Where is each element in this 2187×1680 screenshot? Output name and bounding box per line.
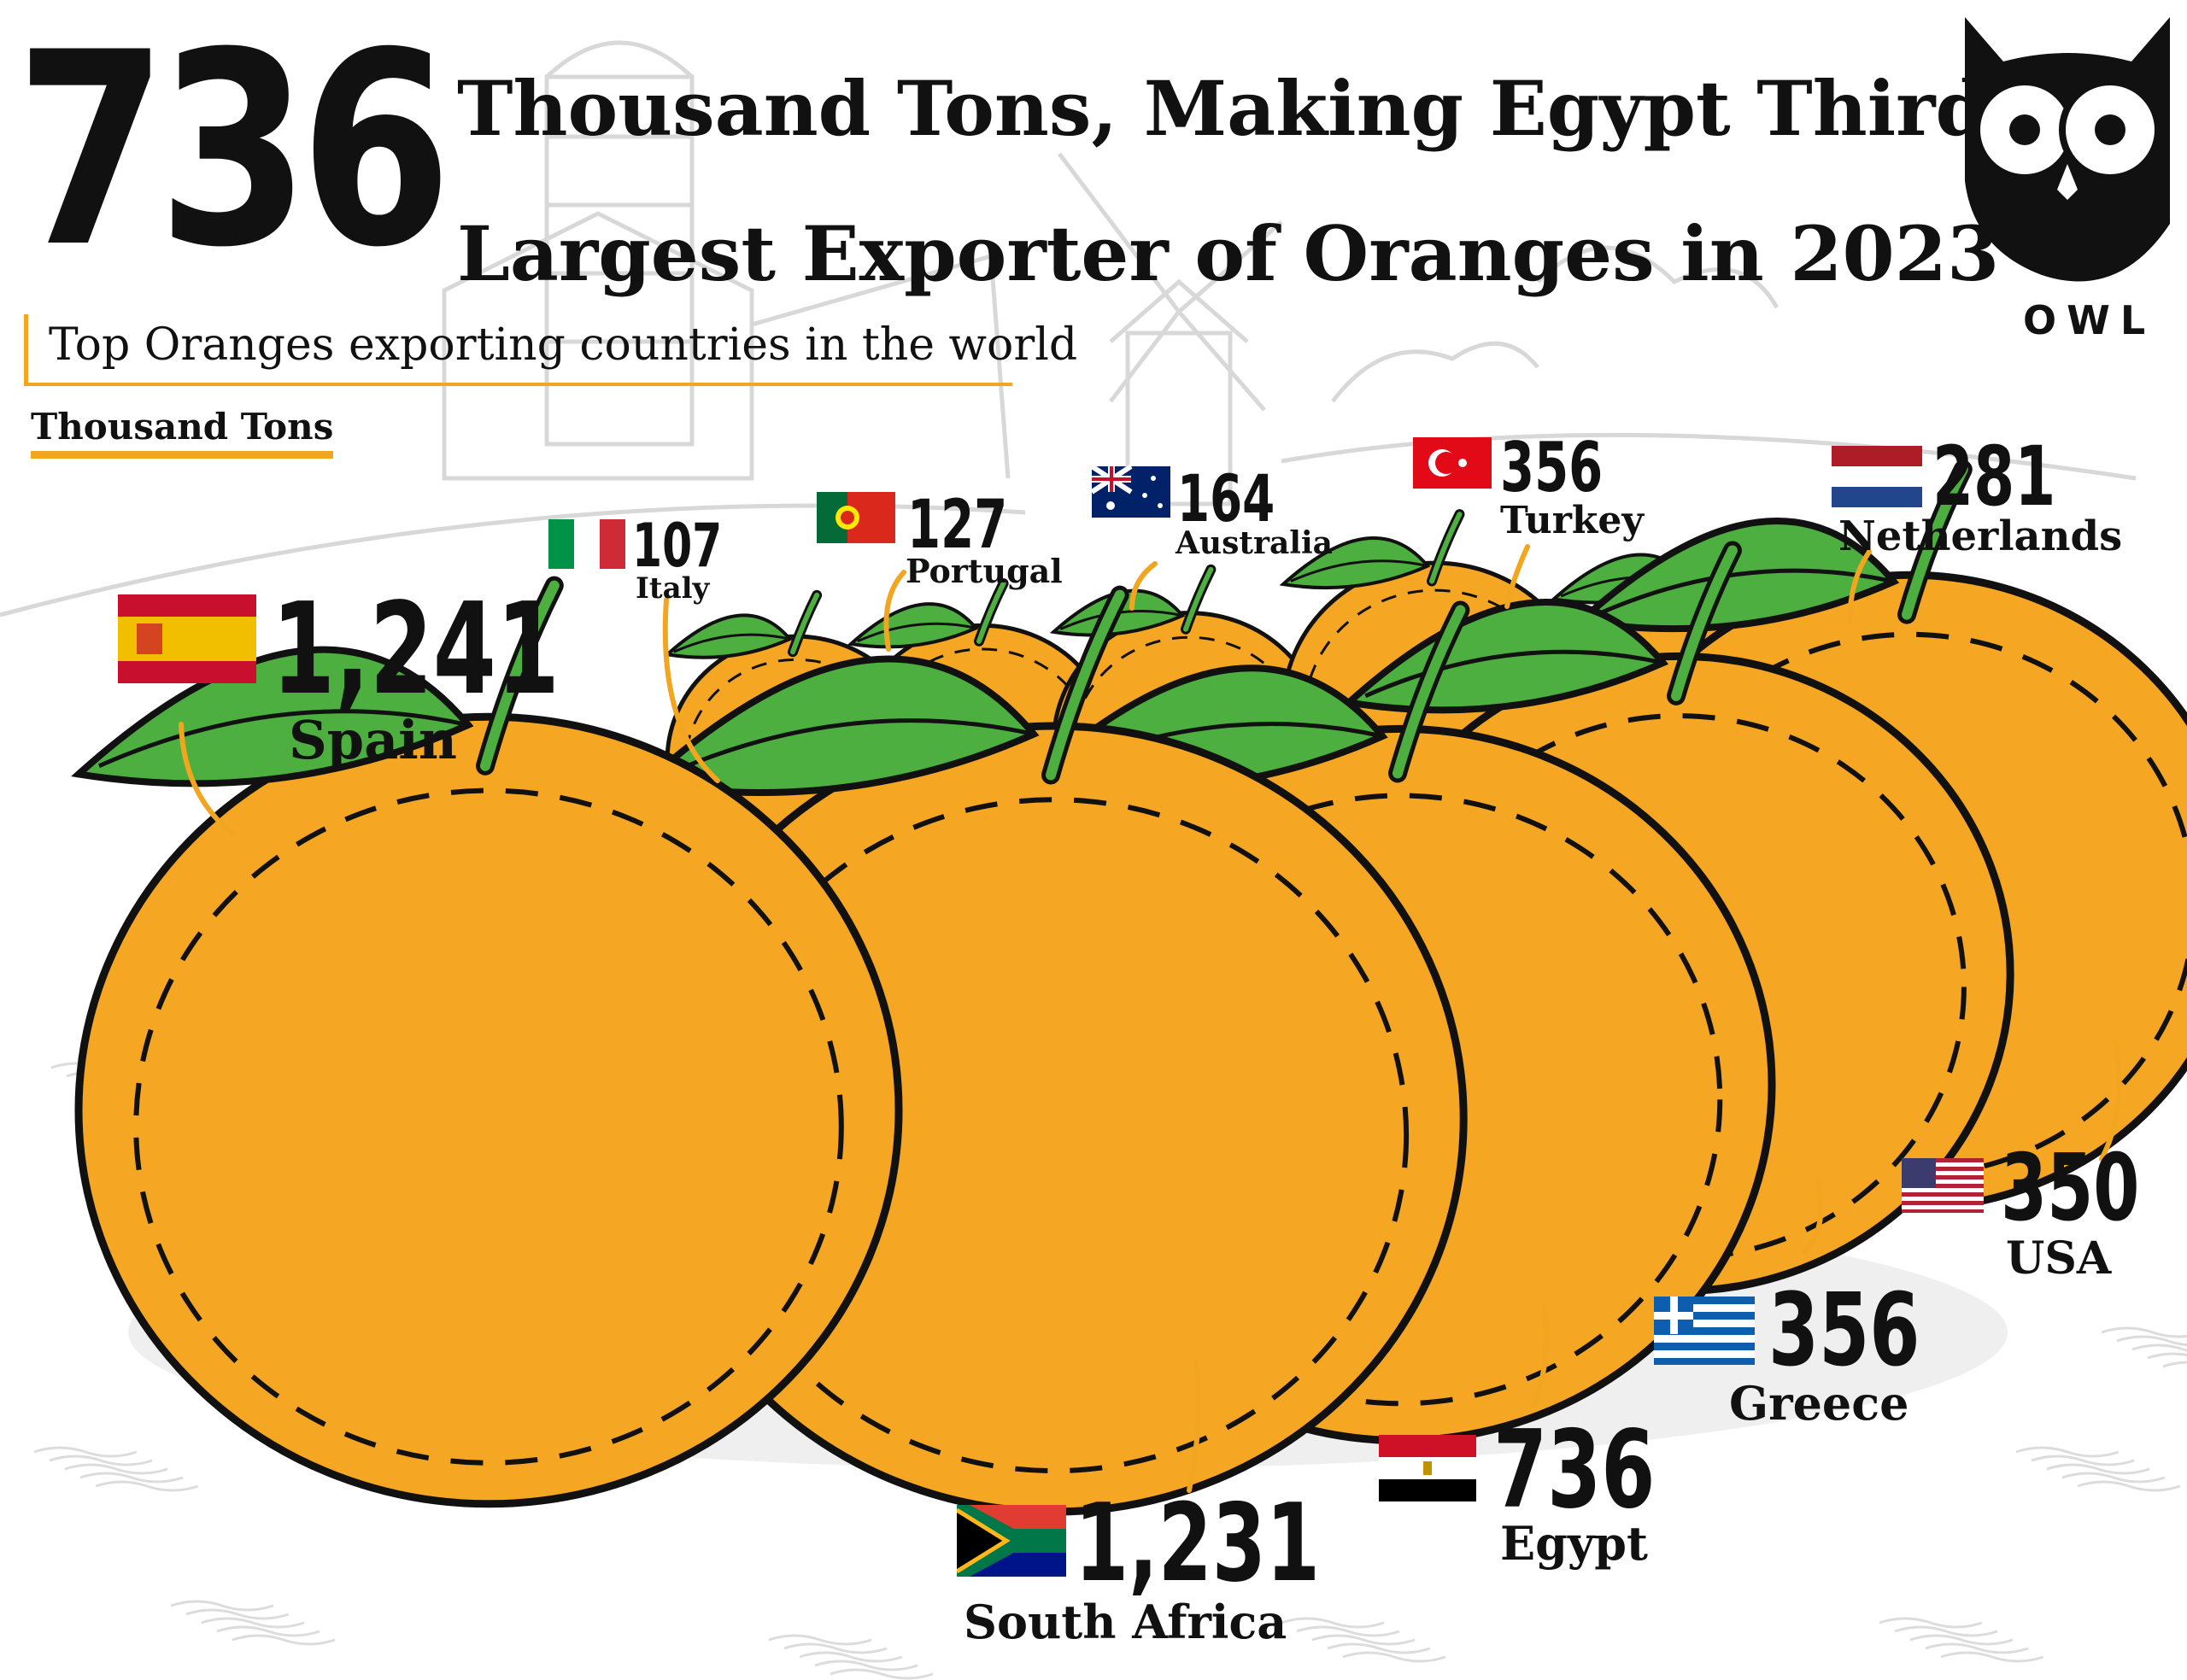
- egypt-name: Egypt: [1500, 1516, 1648, 1571]
- headline-line-1: Thousand Tons, Making Egypt Third: [457, 64, 1989, 153]
- page-title: Thousand Tons, Making Egypt Third Larges…: [457, 36, 2000, 326]
- netherlands-flag: [1832, 446, 1922, 507]
- spain-name: Spain: [289, 709, 457, 771]
- subtitle: Top Oranges exporting countries in the w…: [49, 319, 1078, 371]
- netherlands-name: Netherlands: [1838, 512, 2123, 560]
- usa-value: 350: [2001, 1135, 2140, 1242]
- spain-orange: [71, 576, 903, 1508]
- italy-name: Italy: [636, 571, 710, 606]
- portugal-value: 127: [907, 487, 1008, 564]
- italy-flag: [548, 519, 625, 569]
- spain-flag: [118, 594, 256, 683]
- south-africa-flag: [957, 1505, 1066, 1577]
- usa-flag: [1902, 1158, 1984, 1213]
- australia-value: 164: [1177, 460, 1275, 536]
- greece-name: Greece: [1729, 1376, 1909, 1431]
- headline-line-2: Largest Exporter of Oranges in 2023: [457, 209, 2000, 298]
- owl-icon: [1965, 17, 2170, 282]
- leader-lines: [179, 544, 2122, 1493]
- turkey-value: 356: [1500, 428, 1604, 507]
- headline-number: 736: [15, 0, 452, 306]
- south-africa-value: 1,231: [1075, 1480, 1320, 1606]
- netherlands-value: 281: [1932, 429, 2056, 524]
- south-africa-name: South Africa: [964, 1595, 1287, 1649]
- australia-flag: [1090, 464, 1170, 518]
- greece-value: 356: [1768, 1271, 1920, 1389]
- greece-flag: [1654, 1297, 1755, 1365]
- unit-label: Thousand Tons: [31, 403, 334, 459]
- usa-name: USA: [2006, 1232, 2112, 1285]
- turkey-name: Turkey: [1500, 499, 1644, 542]
- logo-text: OWL: [2023, 297, 2156, 343]
- egypt-flag: [1379, 1435, 1476, 1501]
- turkey-flag: [1413, 437, 1492, 489]
- subtitle-box: Top Oranges exporting countries in the w…: [24, 314, 1077, 386]
- egypt-value: 736: [1493, 1407, 1656, 1532]
- spain-value: 1,241: [272, 576, 560, 723]
- australia-name: Australia: [1176, 525, 1333, 561]
- italy-value: 107: [632, 511, 723, 581]
- portugal-flag: [817, 492, 895, 543]
- portugal-name: Portugal: [906, 552, 1063, 590]
